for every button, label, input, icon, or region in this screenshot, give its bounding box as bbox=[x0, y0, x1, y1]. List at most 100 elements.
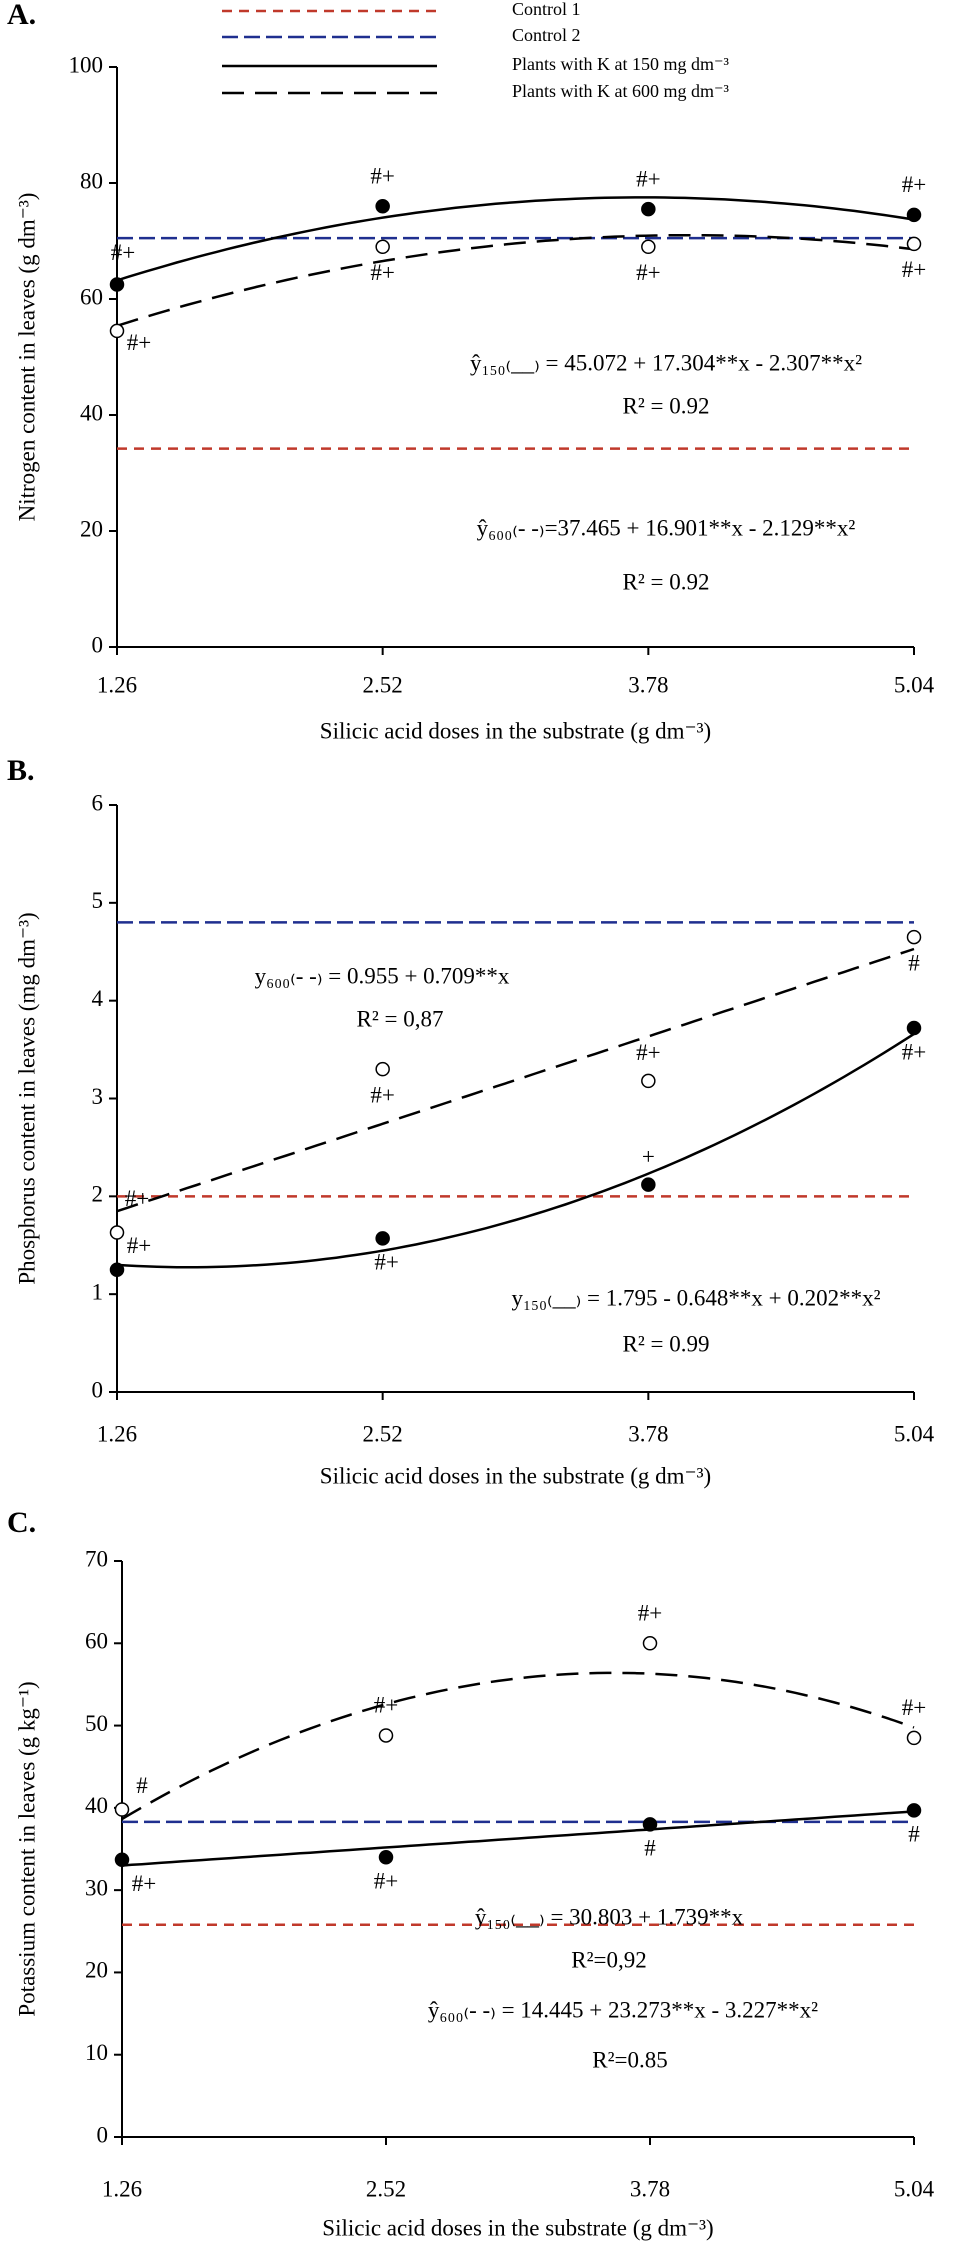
equation: ŷ₁₅₀₍__₎ = 45.072 + 17.304**x - 2.307**x… bbox=[470, 350, 862, 375]
y-tick-label: 70 bbox=[85, 1546, 108, 1571]
fit-curve bbox=[116, 1032, 915, 1269]
y-axis-label: Phosphorus content in leaves (mg dm⁻³) bbox=[14, 912, 39, 1284]
data-point bbox=[641, 201, 656, 217]
data-point bbox=[906, 1730, 922, 1746]
equation: R² = 0.92 bbox=[623, 569, 710, 594]
x-axis-label: Silicic acid doses in the substrate (g d… bbox=[320, 1463, 711, 1488]
point-label: #+ bbox=[370, 260, 394, 285]
point-label: #+ bbox=[370, 163, 394, 188]
point-label: # bbox=[644, 1836, 656, 1861]
data-point bbox=[375, 239, 390, 255]
data-point bbox=[375, 198, 390, 214]
point-label: # bbox=[908, 1822, 920, 1847]
point-label: # bbox=[136, 1773, 148, 1798]
y-tick-label: 10 bbox=[85, 2040, 108, 2065]
point-label: #+ bbox=[902, 1039, 926, 1064]
data-point bbox=[906, 1803, 922, 1818]
x-tick-label: 2.52 bbox=[363, 672, 403, 697]
equation: ŷ₆₀₀₍- -₎ = 14.445 + 23.273**x - 3.227**… bbox=[428, 1997, 818, 2022]
data-point bbox=[375, 1231, 390, 1246]
point-label: #+ bbox=[125, 1186, 149, 1211]
point-label: #+ bbox=[374, 1693, 398, 1718]
data-point bbox=[906, 1020, 922, 1036]
x-tick-label: 3.78 bbox=[628, 672, 668, 697]
y-tick-label: 6 bbox=[92, 790, 104, 815]
x-tick-label: 3.78 bbox=[630, 2176, 670, 2201]
y-tick-label: 0 bbox=[92, 632, 104, 657]
y-tick-label: 60 bbox=[85, 1629, 108, 1654]
data-point bbox=[114, 1852, 130, 1867]
y-axis-label: Nitrogen content in leaves (g dm⁻³) bbox=[14, 193, 39, 522]
data-point bbox=[378, 1728, 394, 1743]
panel-label: B. bbox=[7, 754, 35, 787]
x-tick-label: 5.04 bbox=[894, 2176, 935, 2201]
data-point bbox=[641, 1073, 656, 1089]
panel-label: C. bbox=[7, 1506, 36, 1539]
y-tick-label: 30 bbox=[85, 1875, 108, 1900]
equation: ŷ₁₅₀₍__₎ = 30.803 + 1.739**x bbox=[475, 1904, 744, 1929]
x-tick-label: 2.52 bbox=[363, 1421, 403, 1446]
point-label: #+ bbox=[111, 240, 135, 265]
legend-label: Control 2 bbox=[512, 25, 581, 45]
y-tick-label: 60 bbox=[80, 284, 103, 309]
point-label: #+ bbox=[902, 1695, 926, 1720]
point-label: #+ bbox=[638, 1601, 662, 1626]
data-point bbox=[642, 1817, 658, 1832]
x-tick-label: 5.04 bbox=[894, 1421, 935, 1446]
data-point bbox=[114, 1802, 130, 1817]
data-point bbox=[906, 929, 922, 945]
y-tick-label: 20 bbox=[80, 516, 103, 541]
x-axis-label: Silicic acid doses in the substrate (g d… bbox=[322, 2215, 713, 2240]
data-point bbox=[109, 1225, 125, 1240]
fit-curve bbox=[121, 1671, 915, 1821]
y-tick-label: 1 bbox=[92, 1279, 104, 1304]
data-point bbox=[906, 207, 922, 223]
y-tick-label: 80 bbox=[80, 168, 103, 193]
y-axis-label: Potassium content in leaves (g kg⁻¹) bbox=[14, 1681, 39, 2016]
y-tick-label: 40 bbox=[80, 400, 103, 425]
y-tick-label: 50 bbox=[85, 1711, 108, 1736]
point-label: + bbox=[642, 1144, 655, 1169]
data-point bbox=[642, 1636, 658, 1651]
data-point bbox=[109, 1262, 125, 1277]
data-point bbox=[109, 323, 125, 339]
equation: R² = 0,87 bbox=[357, 1006, 444, 1031]
panel-label: A. bbox=[7, 0, 36, 31]
point-label: #+ bbox=[127, 1233, 151, 1258]
point-label: #+ bbox=[636, 1040, 660, 1065]
equation: R²=0,92 bbox=[571, 1947, 646, 1972]
x-tick-label: 1.26 bbox=[97, 672, 137, 697]
x-tick-label: 5.04 bbox=[894, 672, 935, 697]
data-point bbox=[906, 236, 922, 252]
y-tick-label: 40 bbox=[85, 1793, 108, 1818]
y-tick-label: 2 bbox=[92, 1182, 104, 1207]
equation: y₆₀₀₍- -₎ = 0.955 + 0.709**x bbox=[255, 963, 510, 988]
y-tick-label: 0 bbox=[97, 2122, 109, 2147]
fit-curve bbox=[121, 1810, 915, 1867]
x-axis-label: Silicic acid doses in the substrate (g d… bbox=[320, 718, 711, 743]
point-label: # bbox=[908, 950, 920, 975]
point-label: #+ bbox=[902, 257, 926, 282]
equation: R² = 0.99 bbox=[623, 1331, 710, 1356]
y-tick-label: 4 bbox=[92, 986, 104, 1011]
data-point bbox=[641, 1177, 656, 1192]
equation: ŷ₆₀₀₍- -₎=37.465 + 16.901**x - 2.129**x² bbox=[477, 515, 856, 540]
fit-curve bbox=[116, 947, 915, 1213]
x-tick-label: 3.78 bbox=[628, 1421, 668, 1446]
point-label: #+ bbox=[902, 172, 926, 197]
data-point bbox=[109, 277, 125, 292]
point-label: #+ bbox=[132, 1871, 156, 1896]
fit-curve bbox=[116, 196, 915, 282]
fit-curve bbox=[116, 233, 915, 327]
point-label: #+ bbox=[374, 1250, 398, 1275]
legend-label: Control 1 bbox=[512, 0, 581, 19]
point-label: #+ bbox=[127, 330, 151, 355]
equation: y₁₅₀₍__₎ = 1.795 - 0.648**x + 0.202**x² bbox=[511, 1285, 880, 1310]
equation: R² = 0.92 bbox=[623, 393, 710, 418]
x-tick-label: 1.26 bbox=[97, 1421, 137, 1446]
data-point bbox=[641, 239, 656, 255]
point-label: #+ bbox=[374, 1869, 398, 1894]
y-tick-label: 100 bbox=[69, 52, 104, 77]
legend-label: Plants with K at 150 mg dm⁻³ bbox=[512, 54, 730, 74]
